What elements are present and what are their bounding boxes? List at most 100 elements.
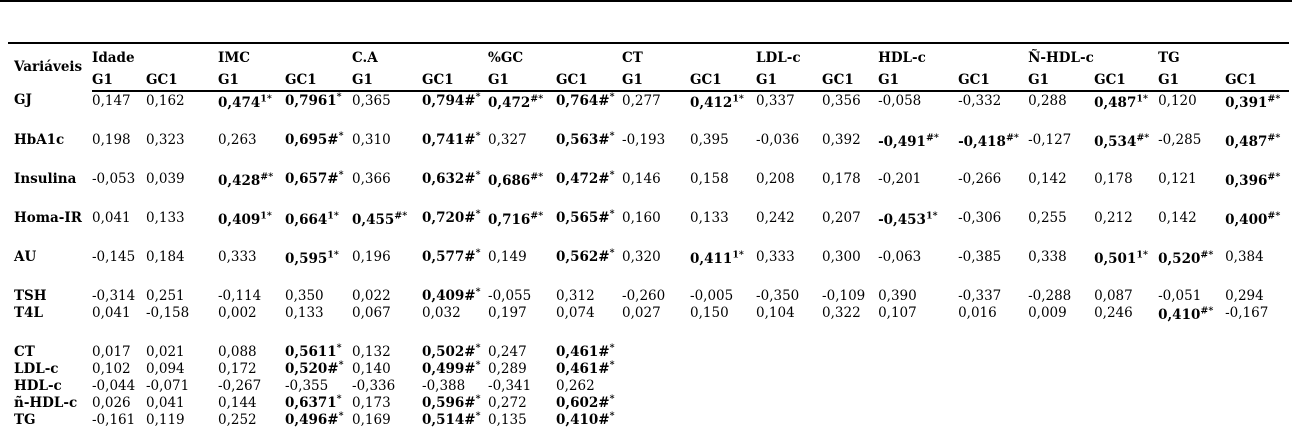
table-cell: 0,455#*: [352, 209, 422, 248]
table-cell: 0,400#*: [1225, 209, 1289, 248]
table-row-hba1c: HbA1c 0,198 0,323 0,263 0,695#* 0,310 0,741#* 0…: [8, 131, 1289, 170]
row-label: TG: [14, 412, 36, 428]
table-cell: -0,127: [1028, 132, 1072, 148]
table-cell: [622, 360, 690, 377]
table-row-ldl-c: LDL-c 0,102 0,094 0,172 0,520#* 0,140 0,499#* 0…: [8, 360, 1289, 377]
table-cell: -0,306: [958, 210, 1002, 226]
table-cell: [1225, 360, 1289, 377]
table-cell: 0,196: [352, 249, 391, 265]
table-cell: 0,514#*: [422, 411, 488, 435]
table-cell: [690, 360, 756, 377]
table-cell: 0,277: [622, 93, 661, 109]
table-cell: 0,135: [488, 412, 527, 428]
table-cell: 0,384: [1225, 249, 1264, 265]
table-cell: [756, 321, 822, 360]
significant-value: 0,632#*: [422, 169, 481, 187]
table-cell: [690, 394, 756, 411]
column-group-header-6: HDL-c: [878, 50, 926, 66]
row-label: AU: [14, 249, 37, 265]
significant-value: 0,563#*: [556, 130, 615, 148]
table-cell: -0,260: [622, 288, 666, 304]
table-cell: 0,350: [285, 288, 324, 304]
table-cell: [822, 321, 878, 360]
subheader-g1: G1: [622, 68, 691, 92]
significant-value: 0,657#*: [285, 169, 344, 187]
table-cell: 0,487#*: [1225, 131, 1289, 170]
table-cell: 0,333: [218, 249, 257, 265]
column-group-header-0: Idade: [92, 50, 135, 66]
table-cell: [1225, 411, 1289, 435]
row-label: LDL-c: [14, 361, 59, 377]
row-label: HDL-c: [14, 378, 62, 394]
table-cell: -0,355: [285, 378, 329, 394]
table-cell: [1225, 377, 1289, 394]
table-cell: 0,251: [146, 288, 185, 304]
table-cell: 0,695#*: [285, 131, 352, 170]
table-cell: 0,132: [352, 344, 391, 360]
table-cell: -0,158: [146, 305, 190, 321]
table-cell: 0,022: [352, 288, 391, 304]
table-cell: -0,337: [958, 288, 1002, 304]
table-cell: [878, 411, 958, 435]
table-cell: 0,017: [92, 344, 131, 360]
column-group-header-2: C.A: [352, 50, 378, 66]
table-cell: -0,071: [146, 378, 190, 394]
table-cell: [756, 411, 822, 435]
table-cell: 0,198: [92, 132, 131, 148]
row-label: ñ-HDL-c: [14, 395, 78, 411]
table-cell: 0,499#*: [422, 360, 488, 377]
table-cell: [1094, 394, 1158, 411]
table-cell: 0,496#*: [285, 411, 352, 435]
table-cell: -0,063: [878, 249, 922, 265]
table-cell: -0,109: [822, 288, 866, 304]
table-row-homa-ir: Homa-IR 0,041 0,133 0,4091* 0,6641* 0,455#* 0,…: [8, 209, 1289, 248]
table-cell: 0,150: [690, 305, 729, 321]
significant-value: 0,794#*: [422, 91, 481, 109]
table-cell: 0,246: [1094, 305, 1133, 321]
significant-value: 0,695#*: [285, 130, 344, 148]
significant-value: 0,562#*: [556, 247, 615, 265]
table-cell: 0,333: [756, 249, 795, 265]
table-row-ct: CT 0,017 0,021 0,088 0,5611* 0,132 0,502#* 0,24…: [8, 321, 1289, 360]
table-cell: [958, 321, 1028, 360]
table-cell: 0,039: [146, 171, 185, 187]
table-cell: 0,263: [218, 132, 257, 148]
table-cell: -0,314: [92, 288, 136, 304]
table-cell: [1158, 377, 1225, 394]
table-cell: 0,365: [352, 93, 391, 109]
table-cell: [1225, 321, 1289, 360]
table-cell: 0,142: [1158, 210, 1197, 226]
table-cell: 0,395: [690, 132, 729, 148]
significant-value: 0,596#*: [422, 393, 481, 411]
table-cell: 0,067: [352, 305, 391, 321]
table-cell: 0,247: [488, 344, 527, 360]
table-cell: -0,336: [352, 378, 396, 394]
table-cell: 0,262: [556, 378, 595, 394]
table-cell: 0,4741*: [218, 91, 285, 131]
table-cell: 0,472#*: [556, 170, 622, 209]
table-cell: 0,208: [756, 171, 795, 187]
table-cell: -0,267: [218, 378, 262, 394]
subheader-gc1: GC1: [146, 68, 218, 92]
table-row-t4l: T4L 0,041 -0,158 0,002 0,133 0,067 0,032 0,197 0…: [8, 304, 1289, 323]
significant-value: 0,455#*: [352, 210, 408, 228]
table-cell: 0,6641*: [285, 209, 352, 248]
table-cell: [1028, 321, 1094, 360]
table-cell: [958, 377, 1028, 394]
subheader-g1: G1: [218, 68, 285, 92]
table-cell: [1094, 411, 1158, 435]
significant-value: 0,720#*: [422, 208, 481, 226]
table-cell: [690, 321, 756, 360]
table-cell: [878, 321, 958, 360]
column-group-header-4: CT: [622, 50, 643, 66]
subheader-gc1: GC1: [285, 68, 353, 92]
table-cell: 0,337: [756, 93, 795, 109]
table-row-hdl-c: HDL-c -0,044 -0,071 -0,267 -0,355 -0,336 -0,38…: [8, 377, 1289, 394]
significant-value: 0,4091*: [218, 210, 272, 228]
significant-value: 0,6371*: [285, 393, 342, 411]
table-cell: 0,133: [146, 210, 185, 226]
table-cell: 0,410#*: [1158, 304, 1225, 322]
table-cell: 0,169: [352, 412, 391, 428]
table-cell: 0,720#*: [422, 209, 488, 248]
table-cell: [1028, 394, 1094, 411]
